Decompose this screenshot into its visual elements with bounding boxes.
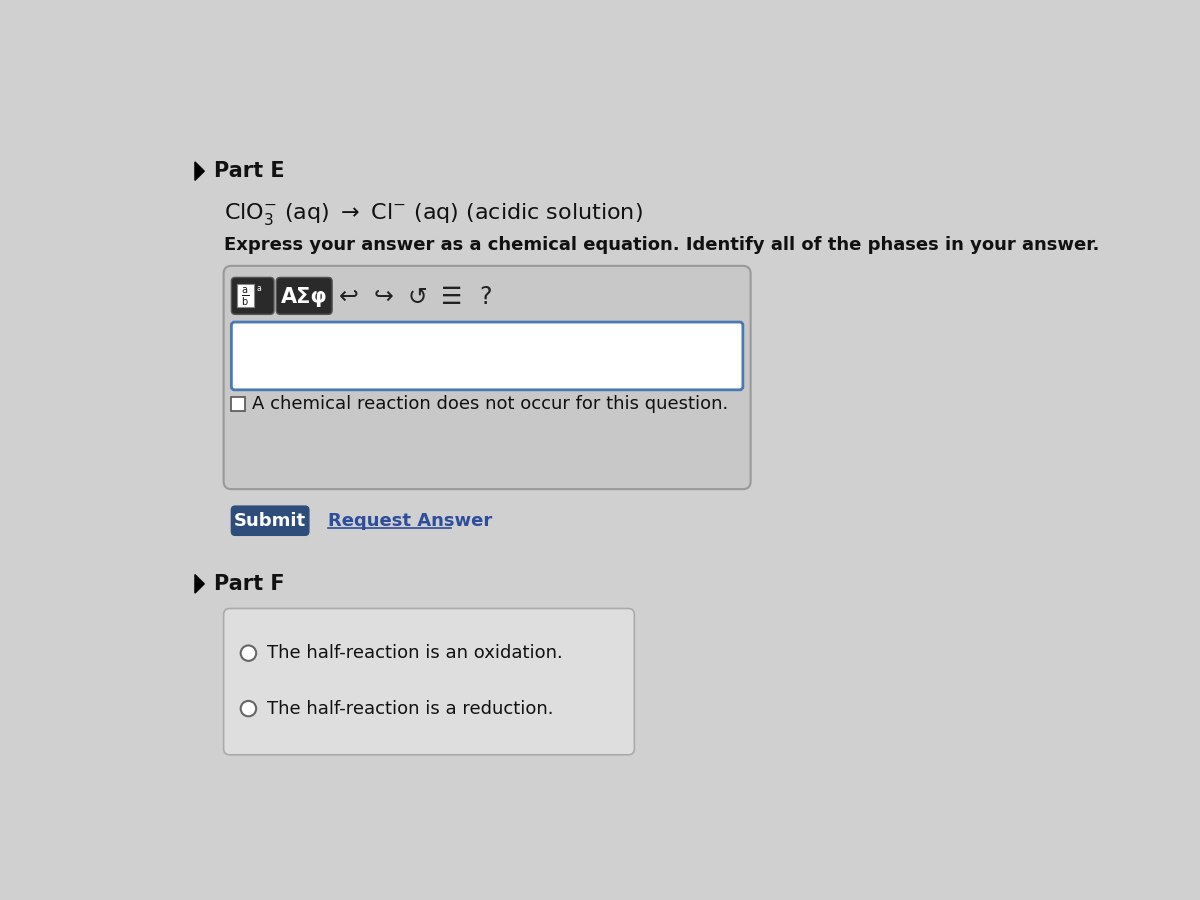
Text: Express your answer as a chemical equation. Identify all of the phases in your a: Express your answer as a chemical equati…: [223, 236, 1099, 254]
Text: ↪: ↪: [373, 284, 394, 309]
Text: Submit: Submit: [234, 512, 306, 530]
FancyBboxPatch shape: [223, 608, 635, 755]
Circle shape: [241, 645, 256, 661]
Text: The half-reaction is a reduction.: The half-reaction is a reduction.: [268, 699, 553, 717]
Text: A chemical reaction does not occur for this question.: A chemical reaction does not occur for t…: [252, 395, 727, 413]
Text: $\mathregular{^a}$: $\mathregular{^a}$: [256, 284, 263, 294]
Text: The half-reaction is an oxidation.: The half-reaction is an oxidation.: [268, 644, 563, 662]
Circle shape: [241, 701, 256, 716]
FancyBboxPatch shape: [232, 277, 274, 314]
Text: ↩: ↩: [340, 284, 359, 309]
Text: $\mathregular{\frac{a}{b}}$: $\mathregular{\frac{a}{b}}$: [241, 285, 250, 308]
Text: Request Answer: Request Answer: [329, 512, 492, 530]
Text: Part F: Part F: [214, 574, 284, 594]
Polygon shape: [194, 574, 204, 593]
FancyBboxPatch shape: [232, 506, 308, 536]
Text: ?: ?: [479, 284, 492, 309]
FancyBboxPatch shape: [276, 277, 332, 314]
Text: ↺: ↺: [408, 284, 427, 309]
FancyBboxPatch shape: [232, 322, 743, 390]
Text: AΣφ: AΣφ: [281, 286, 328, 307]
Polygon shape: [194, 162, 204, 180]
Bar: [232, 397, 245, 410]
Text: $\mathregular{ClO_3^{-}}$ (aq) $\mathregular{\rightarrow}$ $\mathregular{Cl^{-}}: $\mathregular{ClO_3^{-}}$ (aq) $\mathreg…: [223, 202, 642, 228]
Text: Part E: Part E: [214, 161, 284, 181]
Bar: [236, 284, 254, 307]
FancyBboxPatch shape: [223, 266, 751, 490]
Text: ☰: ☰: [440, 284, 462, 309]
